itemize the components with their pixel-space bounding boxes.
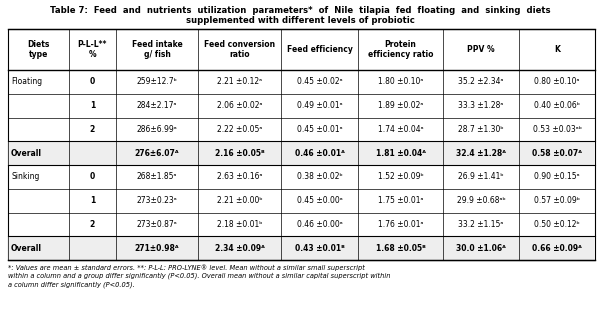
Text: Feed intake
g/ fish: Feed intake g/ fish <box>131 40 182 59</box>
Text: K: K <box>554 45 560 54</box>
Text: 0: 0 <box>90 172 95 181</box>
Text: 0.57 ±0.09ᵇ: 0.57 ±0.09ᵇ <box>534 196 580 205</box>
Text: 33.2 ±1.15ᵃ: 33.2 ±1.15ᵃ <box>458 220 504 229</box>
Text: 28.7 ±1.30ᵇ: 28.7 ±1.30ᵇ <box>458 125 504 134</box>
Text: 1: 1 <box>90 196 95 205</box>
Text: Protein
efficiency ratio: Protein efficiency ratio <box>368 40 433 59</box>
Text: 284±2.17ᵃ: 284±2.17ᵃ <box>137 101 177 110</box>
Text: 2.63 ±0.16ᵃ: 2.63 ±0.16ᵃ <box>217 172 262 181</box>
Text: P-L-L**
%: P-L-L** % <box>78 40 107 59</box>
Text: Overall: Overall <box>11 149 42 158</box>
Text: 35.2 ±2.34ᵃ: 35.2 ±2.34ᵃ <box>458 77 504 86</box>
Text: 0.58 ±0.07ᴬ: 0.58 ±0.07ᴬ <box>532 149 582 158</box>
Text: 2.16 ±0.05ᴮ: 2.16 ±0.05ᴮ <box>215 149 265 158</box>
Text: Diets
type: Diets type <box>28 40 50 59</box>
Text: 1.76 ±0.01ᵃ: 1.76 ±0.01ᵃ <box>378 220 424 229</box>
Text: 1.74 ±0.04ᵃ: 1.74 ±0.04ᵃ <box>378 125 424 134</box>
Text: 1.80 ±0.10ᵃ: 1.80 ±0.10ᵃ <box>378 77 424 86</box>
Text: 286±6.99ᵃ: 286±6.99ᵃ <box>137 125 178 134</box>
Text: 0.45 ±0.01ᵃ: 0.45 ±0.01ᵃ <box>297 125 343 134</box>
Text: 26.9 ±1.41ᵇ: 26.9 ±1.41ᵇ <box>458 172 504 181</box>
Text: 0.80 ±0.10ᵃ: 0.80 ±0.10ᵃ <box>534 77 580 86</box>
Text: 2: 2 <box>90 220 95 229</box>
Text: Sinking: Sinking <box>11 172 40 181</box>
Text: 273±0.23ᵃ: 273±0.23ᵃ <box>137 196 178 205</box>
Text: Feed efficiency: Feed efficiency <box>287 45 353 54</box>
Text: 0.38 ±0.02ᵇ: 0.38 ±0.02ᵇ <box>296 172 343 181</box>
Text: 1.52 ±0.09ᵇ: 1.52 ±0.09ᵇ <box>378 172 424 181</box>
Text: 0.66 ±0.09ᴬ: 0.66 ±0.09ᴬ <box>532 244 582 252</box>
Text: 1.68 ±0.05ᴮ: 1.68 ±0.05ᴮ <box>376 244 425 252</box>
Text: 0.45 ±0.00ᵃ: 0.45 ±0.00ᵃ <box>296 196 343 205</box>
Text: 2.21 ±0.12ᵃ: 2.21 ±0.12ᵃ <box>217 77 262 86</box>
Text: 0.46 ±0.01ᴬ: 0.46 ±0.01ᴬ <box>295 149 344 158</box>
Text: 29.9 ±0.68ᵃᵇ: 29.9 ±0.68ᵃᵇ <box>457 196 505 205</box>
Text: 33.3 ±1.28ᵃ: 33.3 ±1.28ᵃ <box>458 101 504 110</box>
Text: a column differ significantly (P<0.05).: a column differ significantly (P<0.05). <box>8 281 135 288</box>
Text: 0.43 ±0.01ᴮ: 0.43 ±0.01ᴮ <box>295 244 344 252</box>
Text: 0.49 ±0.01ᵃ: 0.49 ±0.01ᵃ <box>297 101 343 110</box>
Text: 1.75 ±0.01ᵃ: 1.75 ±0.01ᵃ <box>378 196 424 205</box>
Text: 0.50 ±0.12ᵇ: 0.50 ±0.12ᵇ <box>534 220 580 229</box>
Text: within a column and a group differ significantly (P<0.05). Overall mean without : within a column and a group differ signi… <box>8 273 391 279</box>
Bar <box>8 141 595 165</box>
Text: 0.45 ±0.02ᵃ: 0.45 ±0.02ᵃ <box>297 77 343 86</box>
Text: 0.53 ±0.03ᵃᵇ: 0.53 ±0.03ᵃᵇ <box>533 125 581 134</box>
Text: *: Values are mean ± standard errors. **: P-L-L: PRO-LYNE® level. Mean without a: *: Values are mean ± standard errors. **… <box>8 264 365 271</box>
Text: 276±6.07ᴬ: 276±6.07ᴬ <box>134 149 179 158</box>
Text: 1: 1 <box>90 101 95 110</box>
Text: Table 7:  Feed  and  nutrients  utilization  parameters*  of  Nile  tilapia  fed: Table 7: Feed and nutrients utilization … <box>50 6 550 15</box>
Text: 2.22 ±0.05ᵃ: 2.22 ±0.05ᵃ <box>217 125 262 134</box>
Text: 2.21 ±0.00ᵇ: 2.21 ±0.00ᵇ <box>217 196 262 205</box>
Text: 2: 2 <box>90 125 95 134</box>
Text: Feed conversion
ratio: Feed conversion ratio <box>204 40 275 59</box>
Bar <box>8 236 595 260</box>
Text: 1.81 ±0.04ᴬ: 1.81 ±0.04ᴬ <box>376 149 425 158</box>
Text: 2.34 ±0.09ᴬ: 2.34 ±0.09ᴬ <box>215 244 265 252</box>
Text: supplemented with different levels of probiotic: supplemented with different levels of pr… <box>185 16 415 25</box>
Text: 30.0 ±1.06ᴬ: 30.0 ±1.06ᴬ <box>456 244 506 252</box>
Text: 271±0.98ᴬ: 271±0.98ᴬ <box>134 244 179 252</box>
Text: 2.18 ±0.01ᵇ: 2.18 ±0.01ᵇ <box>217 220 262 229</box>
Text: 259±12.7ᵇ: 259±12.7ᵇ <box>137 77 178 86</box>
Text: 0.46 ±0.00ᵃ: 0.46 ±0.00ᵃ <box>296 220 343 229</box>
Text: 1.89 ±0.02ᵃ: 1.89 ±0.02ᵃ <box>378 101 424 110</box>
Text: Overall: Overall <box>11 244 42 252</box>
Text: 273±0.87ᵃ: 273±0.87ᵃ <box>137 220 178 229</box>
Text: 0.90 ±0.15ᵃ: 0.90 ±0.15ᵃ <box>534 172 580 181</box>
Text: 32.4 ±1.28ᴬ: 32.4 ±1.28ᴬ <box>456 149 506 158</box>
Text: Floating: Floating <box>11 77 42 86</box>
Text: 2.06 ±0.02ᵃ: 2.06 ±0.02ᵃ <box>217 101 262 110</box>
Bar <box>8 29 595 260</box>
Text: 0: 0 <box>90 77 95 86</box>
Text: PPV %: PPV % <box>467 45 495 54</box>
Text: 268±1.85ᵃ: 268±1.85ᵃ <box>137 172 177 181</box>
Text: 0.40 ±0.06ᵇ: 0.40 ±0.06ᵇ <box>534 101 580 110</box>
